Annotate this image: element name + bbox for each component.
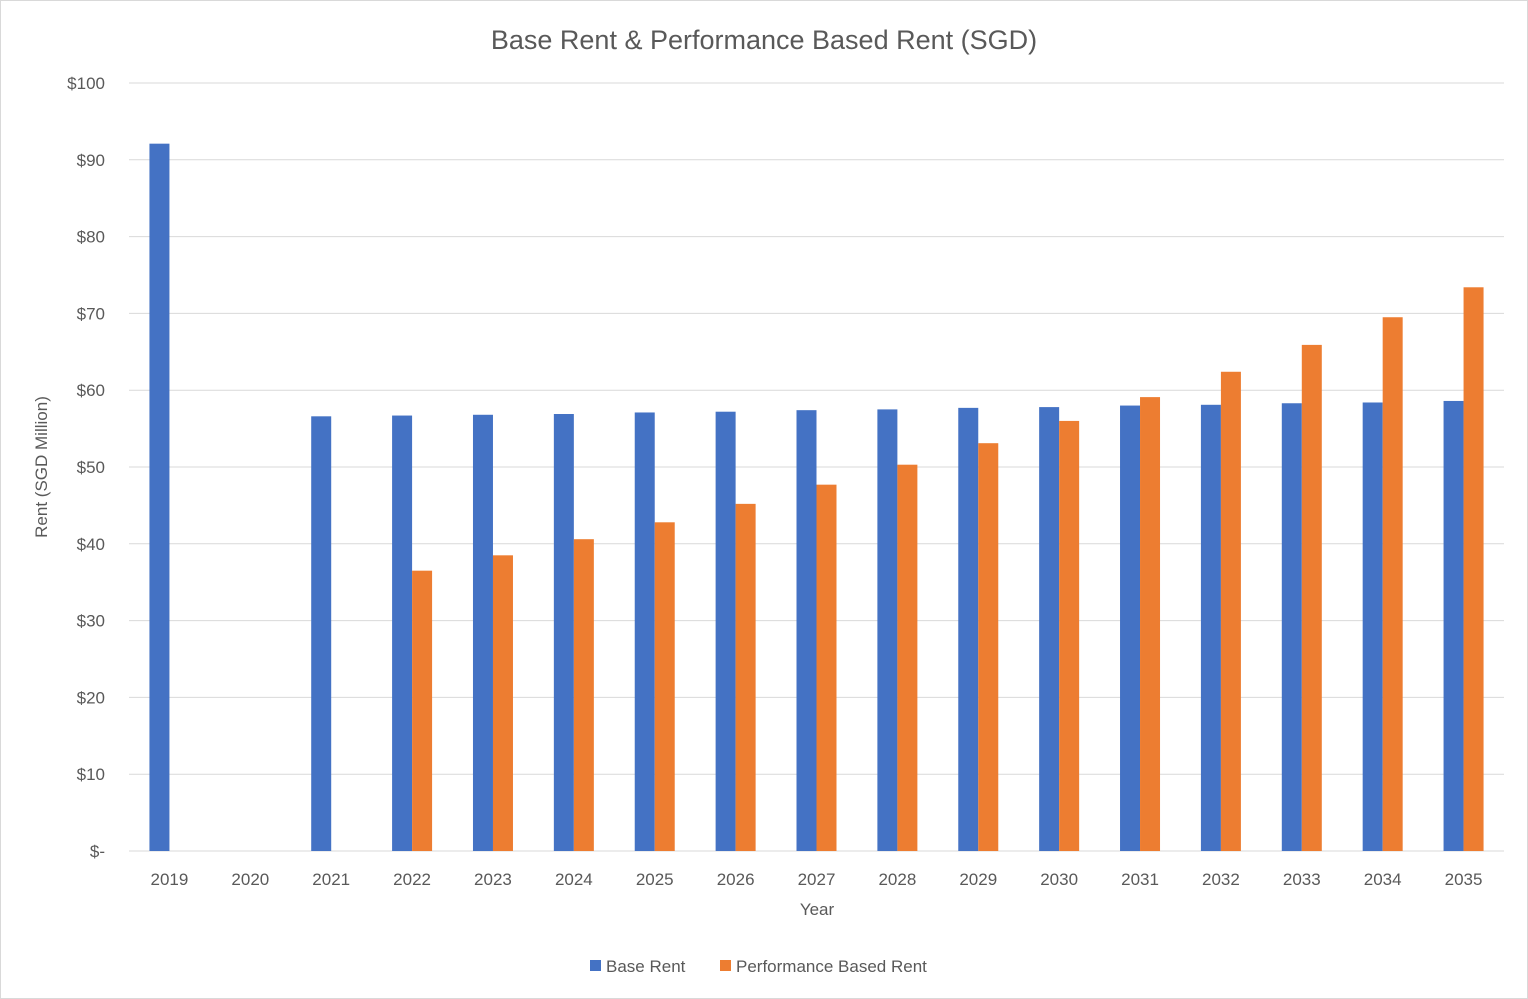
bar-base-rent-2029	[958, 407, 979, 851]
x-tick-label: 2022	[393, 870, 431, 889]
bar-performance-based-rent-2023	[492, 555, 513, 851]
bar-performance-based-rent-2022	[412, 570, 433, 851]
y-tick-label: $30	[77, 612, 105, 631]
bar-performance-based-rent-2027	[816, 484, 837, 851]
y-tick-label: $70	[77, 304, 105, 323]
bars	[149, 143, 1484, 852]
bar-base-rent-2030	[1039, 407, 1060, 851]
bar-base-rent-2022	[392, 415, 413, 851]
legend-label: Base Rent	[606, 957, 686, 976]
y-tick-label: $20	[77, 688, 105, 707]
bar-performance-based-rent-2030	[1059, 420, 1080, 851]
x-axis-ticks: 2019 2020 2021 2022 2023 2024 2025 2026 2027 2028…	[151, 870, 1483, 889]
bar-base-rent-2032	[1200, 404, 1221, 851]
y-tick-label: $40	[77, 535, 105, 554]
bar-base-rent-2035	[1443, 400, 1464, 851]
x-tick-label: 2027	[798, 870, 836, 889]
bar-performance-based-rent-2034	[1382, 317, 1403, 851]
bar-base-rent-2021	[311, 416, 332, 851]
x-tick-label: 2028	[878, 870, 916, 889]
x-tick-label: 2030	[1040, 870, 1078, 889]
y-tick-label: $50	[77, 458, 105, 477]
y-tick-label: $-	[90, 842, 105, 861]
x-tick-label: 2031	[1121, 870, 1159, 889]
x-tick-label: 2023	[474, 870, 512, 889]
x-tick-label: 2029	[959, 870, 997, 889]
bar-base-rent-2033	[1281, 403, 1302, 851]
y-axis-ticks: $- $10 $20 $30 $40 $50 $60 $70 $80 $90 $100	[67, 74, 105, 861]
chart-title: Base Rent & Performance Based Rent (SGD)	[491, 25, 1037, 55]
bar-performance-based-rent-2035	[1463, 287, 1484, 852]
y-tick-label: $80	[77, 228, 105, 247]
bar-performance-based-rent-2033	[1301, 344, 1322, 851]
bar-base-rent-2023	[472, 414, 493, 851]
bar-base-rent-2019	[149, 143, 170, 851]
bar-base-rent-2031	[1120, 405, 1141, 851]
y-tick-label: $10	[77, 765, 105, 784]
x-tick-label: 2019	[151, 870, 189, 889]
bar-performance-based-rent-2024	[573, 539, 594, 851]
y-tick-label: $60	[77, 381, 105, 400]
bar-base-rent-2034	[1362, 402, 1383, 851]
x-tick-label: 2024	[555, 870, 593, 889]
x-tick-label: 2025	[636, 870, 674, 889]
bar-base-rent-2025	[634, 412, 655, 851]
bar-performance-based-rent-2031	[1140, 397, 1161, 851]
y-tick-label: $90	[77, 151, 105, 170]
y-axis-title: Rent (SGD Million)	[32, 396, 51, 538]
x-tick-label: 2021	[312, 870, 350, 889]
x-tick-label: 2034	[1364, 870, 1402, 889]
y-tick-label: $100	[67, 74, 105, 93]
bar-base-rent-2024	[553, 414, 574, 851]
bar-performance-based-rent-2025	[654, 522, 675, 851]
x-tick-label: 2026	[717, 870, 755, 889]
x-axis-title: Year	[800, 900, 835, 919]
x-tick-label: 2020	[231, 870, 269, 889]
legend-swatch	[590, 960, 601, 971]
x-tick-label: 2033	[1283, 870, 1321, 889]
bar-performance-based-rent-2026	[735, 503, 756, 851]
bar-performance-based-rent-2032	[1220, 371, 1241, 851]
gridlines	[129, 82, 1504, 852]
legend-label: Performance Based Rent	[736, 957, 927, 976]
x-tick-label: 2032	[1202, 870, 1240, 889]
bar-performance-based-rent-2029	[978, 443, 999, 851]
legend-swatch	[720, 960, 731, 971]
bar-base-rent-2026	[715, 411, 736, 851]
x-tick-label: 2035	[1445, 870, 1483, 889]
legend: Base Rent Performance Based Rent	[590, 957, 927, 976]
bar-base-rent-2027	[796, 410, 817, 851]
bar-performance-based-rent-2028	[897, 464, 918, 851]
bar-base-rent-2028	[877, 409, 898, 851]
